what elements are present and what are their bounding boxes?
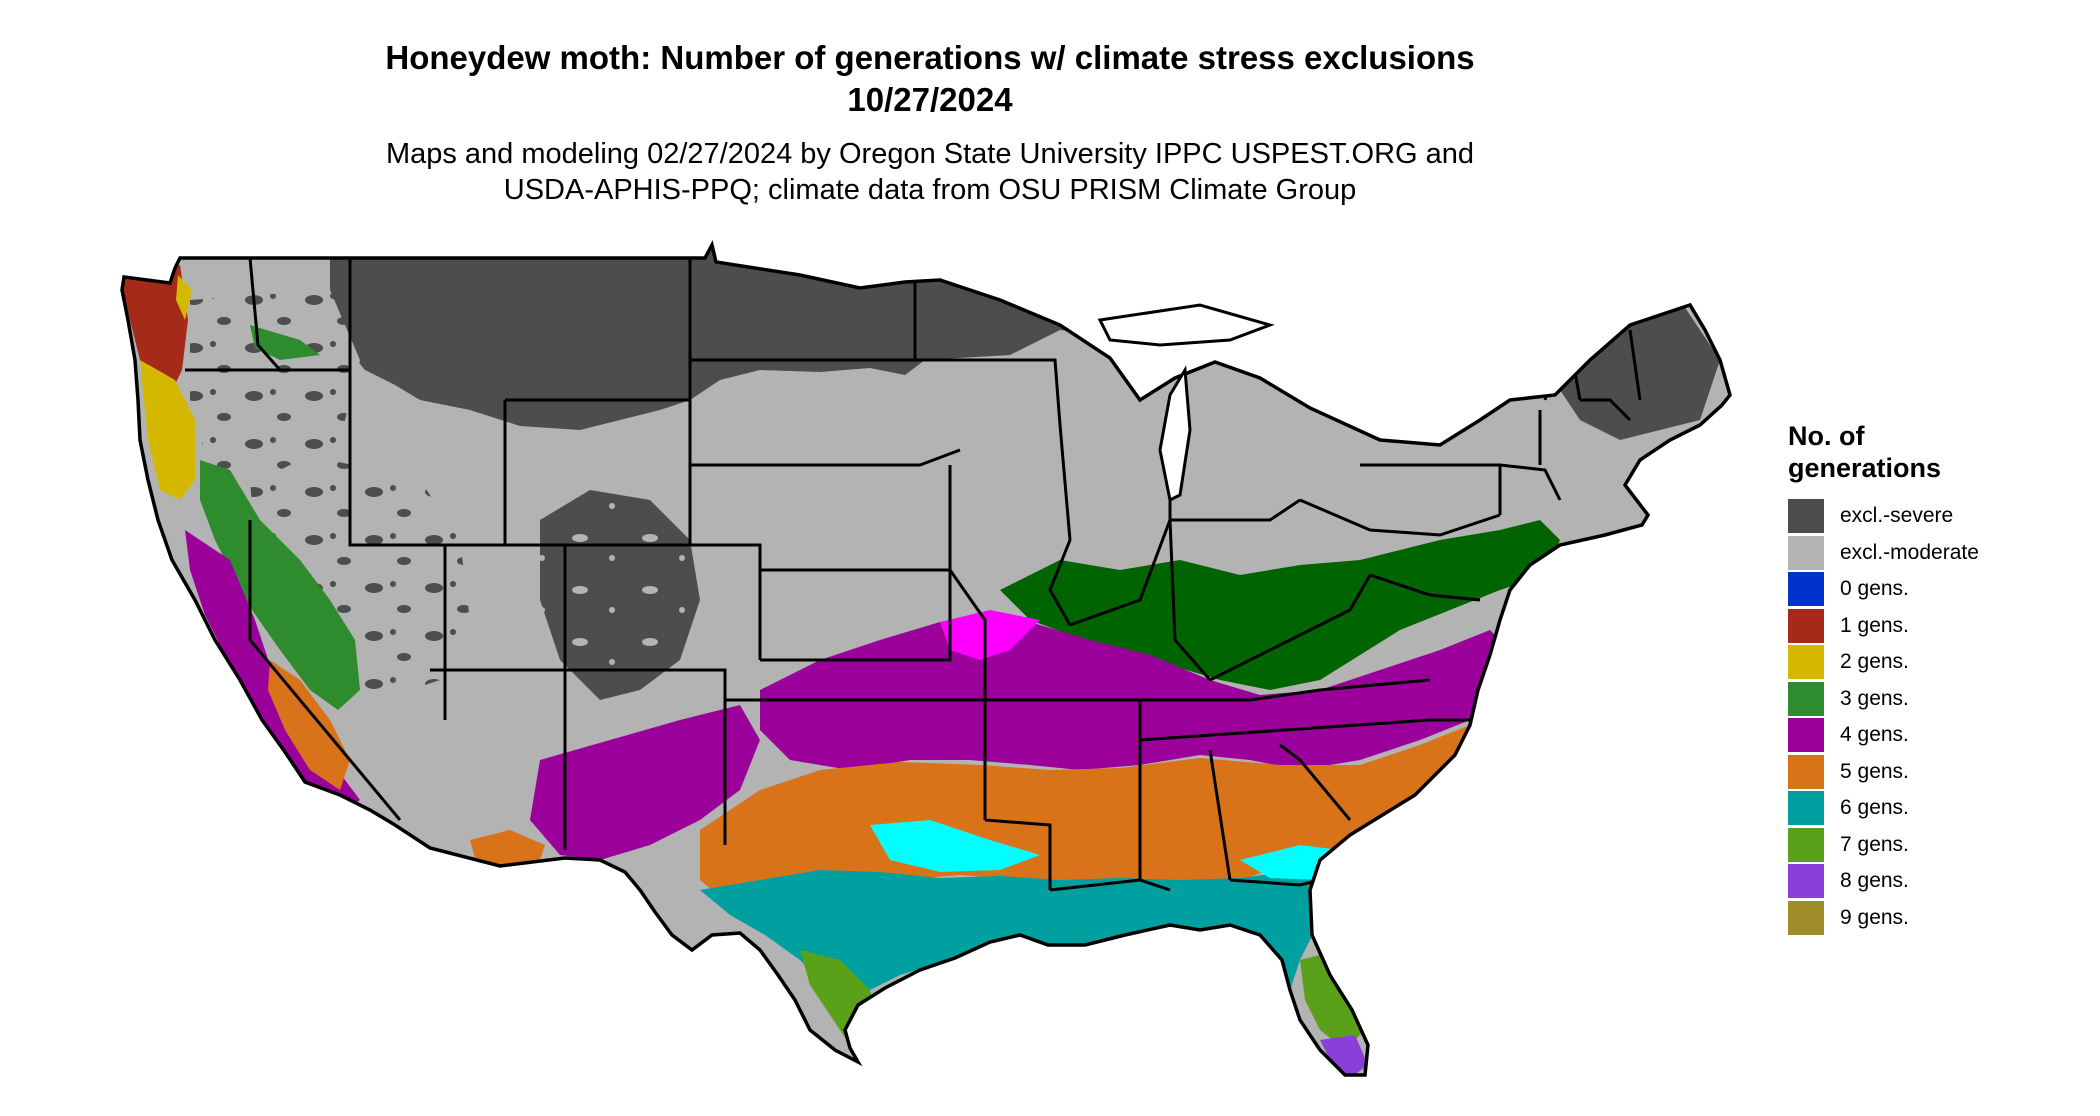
- zone-3-gens-mideast: [1000, 520, 1560, 690]
- zone-5-gens-california: [268, 660, 350, 790]
- zone-4-gens-southwest: [530, 705, 760, 860]
- legend-items: excl.-severe excl.-moderate 0 gens. 1 gens.…: [1788, 498, 2088, 936]
- zone-4-gens-south-central: [760, 612, 1510, 770]
- legend-label: excl.-moderate: [1840, 540, 1979, 564]
- state-boundaries: [185, 257, 1642, 892]
- legend-label: excl.-severe: [1840, 504, 1954, 528]
- legend-title: No. of generations: [1788, 420, 2088, 484]
- map-credit-line-1: Maps and modeling 02/27/2024 by Oregon S…: [385, 138, 1475, 170]
- legend-swatch: [1788, 754, 1824, 789]
- legend-swatch: [1788, 572, 1824, 607]
- zone-4-gens-california: [185, 530, 360, 810]
- legend-item: 9 gens.: [1788, 900, 2088, 937]
- legend-item: 1 gens.: [1788, 608, 2088, 645]
- legend-item: excl.-moderate: [1788, 535, 2088, 572]
- zone-2-gens-coast: [140, 360, 195, 500]
- zone-1-gens-coast: [122, 265, 188, 400]
- great-lakes: [1097, 303, 1275, 503]
- legend-swatch: [1788, 535, 1824, 570]
- legend-label: 0 gens.: [1840, 577, 1909, 601]
- legend-title-line-2: generations: [1788, 453, 1942, 483]
- legend-item: 2 gens.: [1788, 644, 2088, 681]
- legend-item: 4 gens.: [1788, 717, 2088, 754]
- legend-swatch: [1788, 645, 1824, 680]
- lake-michigan: [1158, 365, 1192, 503]
- legend-label: 4 gens.: [1840, 723, 1909, 747]
- map-date: 10/27/2024: [847, 81, 1013, 118]
- legend-label: 6 gens.: [1840, 796, 1909, 820]
- legend-item: 5 gens.: [1788, 754, 2088, 791]
- legend-label: 1 gens.: [1840, 613, 1909, 637]
- legend-label: 3 gens.: [1840, 686, 1909, 710]
- zone-3-gens-snake-river: [250, 325, 320, 360]
- zone-excl-severe-north: [330, 245, 1010, 430]
- legend-swatch: [1788, 900, 1824, 935]
- legend: No. of generations excl.-severe excl.-mod…: [1788, 420, 2088, 936]
- zone-5-gens-arizona: [470, 830, 545, 866]
- us-generations-map: [120, 243, 1732, 1077]
- zone-6-gens-gulf: [700, 860, 1330, 995]
- map-title: Honeydew moth: Number of generations w/ …: [385, 39, 1475, 76]
- legend-swatch: [1788, 681, 1824, 716]
- legend-label: 2 gens.: [1840, 650, 1909, 674]
- legend-swatch: [1788, 718, 1824, 753]
- legend-swatch: [1788, 827, 1824, 862]
- zone-8-gens-texas-tip: [858, 1040, 875, 1060]
- legend-label: 8 gens.: [1840, 869, 1909, 893]
- legend-swatch: [1788, 791, 1824, 826]
- legend-title-line-1: No. of: [1788, 421, 1865, 451]
- legend-item: 0 gens.: [1788, 571, 2088, 608]
- zone-excl-mottled-great-basin: [250, 460, 470, 700]
- zone-6-gens-cyan-edge: [870, 820, 1040, 872]
- zone-8-gens-florida-tip: [1320, 1035, 1368, 1075]
- zone-2-gens-inland: [176, 275, 192, 320]
- zone-3-gens-west: [200, 460, 360, 710]
- legend-label: 7 gens.: [1840, 832, 1909, 856]
- generation-zones: [122, 245, 1730, 1075]
- legend-swatch: [1788, 864, 1824, 899]
- legend-swatch: [1788, 608, 1824, 643]
- legend-item: 6 gens.: [1788, 790, 2088, 827]
- zone-4-gens-magenta-edge: [940, 610, 1040, 660]
- legend-label: 5 gens.: [1840, 759, 1909, 783]
- legend-label: 9 gens.: [1840, 905, 1909, 929]
- zone-excl-mottled-pacific-nw: [190, 290, 360, 470]
- legend-item: 8 gens.: [1788, 863, 2088, 900]
- map-credit-line-2: USDA-APHIS-PPQ; climate data from OSU PR…: [503, 174, 1357, 206]
- zone-excl-severe-interior-west: [540, 490, 700, 700]
- legend-item: 7 gens.: [1788, 827, 2088, 864]
- legend-item: excl.-severe: [1788, 498, 2088, 535]
- lake-superior: [1097, 303, 1275, 347]
- legend-item: 3 gens.: [1788, 681, 2088, 718]
- legend-swatch: [1788, 499, 1824, 534]
